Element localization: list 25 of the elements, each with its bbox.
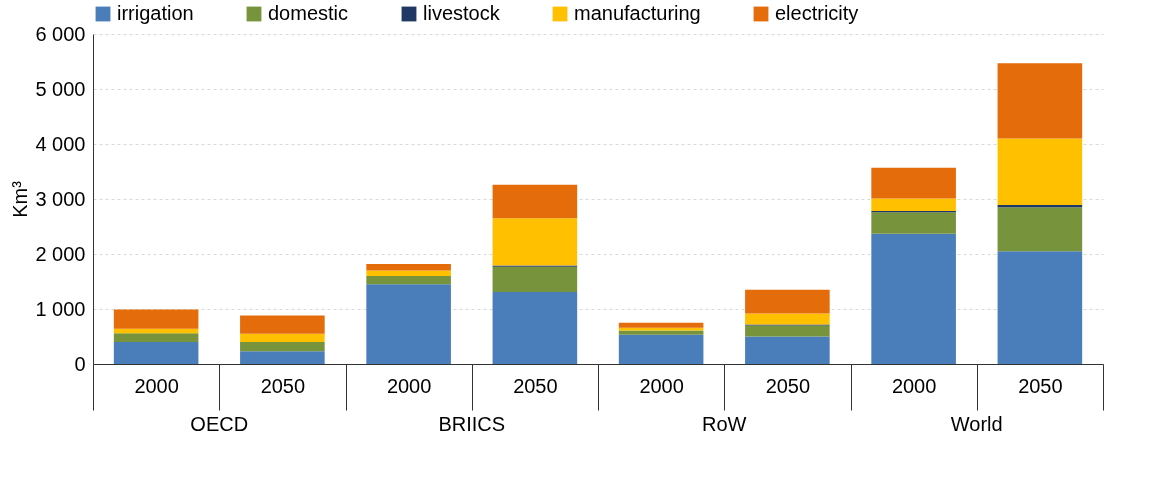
text: OECD <box>190 413 249 435</box>
x-tick-label: 2050 <box>513 374 558 397</box>
y-tick-label: 0 <box>74 352 86 375</box>
y-tick-label: 2 000 <box>35 242 86 265</box>
x-tick-label: 2050 <box>1018 374 1063 397</box>
y-tick-label: 5 000 <box>35 77 86 100</box>
x-tick-label: 2000 <box>134 374 179 397</box>
x-tick-label: 2000 <box>386 374 432 397</box>
x-tick-label: 2050 <box>765 374 811 397</box>
legend-label: manufacturing <box>574 2 701 24</box>
x-tick-label: 2000 <box>891 374 937 397</box>
legend-label: domestic <box>268 2 349 24</box>
y-tick-label: 3 000 <box>35 187 86 210</box>
x-tick-label: 2000 <box>639 374 684 397</box>
legend-label: irrigation <box>117 2 194 24</box>
x-tick-label: 2050 <box>260 374 306 397</box>
y-tick-label: 6 000 <box>35 22 86 45</box>
text: BRIICS <box>438 413 506 435</box>
legend-label: livestock <box>423 2 501 24</box>
text: RoW <box>702 413 747 435</box>
y-tick-label: 1 000 <box>35 297 86 320</box>
y-tick-label: 4 000 <box>35 132 86 155</box>
legend-label: electricity <box>775 2 859 24</box>
text: World <box>950 413 1003 435</box>
y-axis-title: Km³ <box>9 180 32 218</box>
